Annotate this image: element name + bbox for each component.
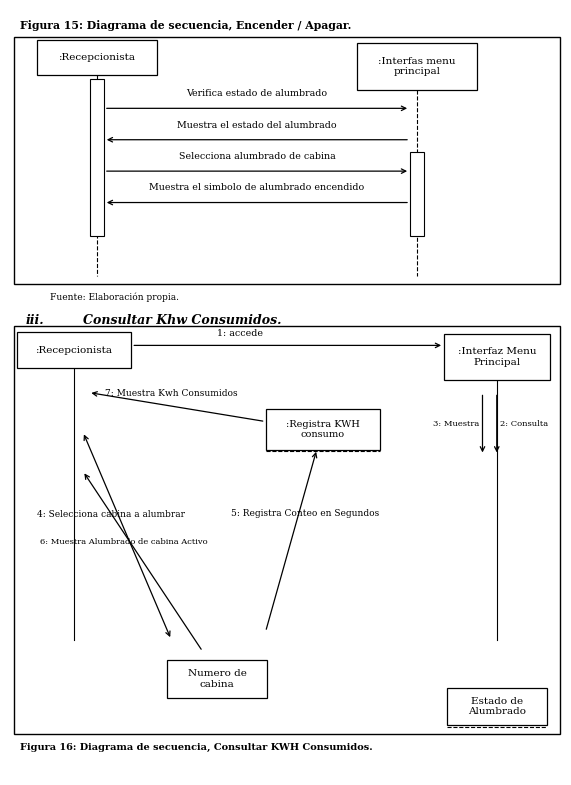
Text: :Recepcionista: :Recepcionista	[36, 345, 112, 355]
Bar	[37, 39, 157, 75]
Bar	[14, 326, 560, 734]
Text: 5: Registra Conteo en Segundos: 5: Registra Conteo en Segundos	[231, 509, 380, 518]
Text: :Registra KWH
consumo: :Registra KWH consumo	[286, 420, 360, 439]
Bar	[357, 43, 477, 90]
Text: Estado de
Alumbrado: Estado de Alumbrado	[468, 697, 526, 716]
Bar	[90, 78, 104, 236]
Text: Muestra el simbolo de alumbrado encendido: Muestra el simbolo de alumbrado encendid…	[150, 184, 364, 192]
Bar	[167, 660, 267, 698]
Bar	[14, 37, 560, 284]
Bar	[266, 409, 380, 450]
Text: Selecciona alumbrado de cabina: Selecciona alumbrado de cabina	[179, 152, 335, 161]
Text: iii.: iii.	[26, 314, 45, 327]
Text: Verifica estado de alumbrado: Verifica estado de alumbrado	[186, 89, 328, 98]
Text: 2: Consulta: 2: Consulta	[500, 420, 548, 428]
Text: Figura 15: Diagrama de secuencia, Encender / Apagar.: Figura 15: Diagrama de secuencia, Encend…	[20, 20, 351, 31]
Text: 7: Muestra Kwh Consumidos: 7: Muestra Kwh Consumidos	[105, 389, 238, 398]
Text: 1: accede: 1: accede	[217, 329, 263, 338]
Text: 3: Muestra: 3: Muestra	[433, 420, 480, 428]
Bar	[447, 688, 547, 725]
Text: :Recepcionista: :Recepcionista	[59, 53, 135, 62]
Text: Fuente: Elaboración propia.: Fuente: Elaboración propia.	[50, 293, 179, 302]
Text: Figura 16: Diagrama de secuencia, Consultar KWH Consumidos.: Figura 16: Diagrama de secuencia, Consul…	[20, 743, 373, 752]
Bar	[410, 152, 424, 236]
Bar	[444, 334, 549, 380]
Text: Muestra el estado del alumbrado: Muestra el estado del alumbrado	[177, 121, 337, 130]
Text: Numero de
cabina: Numero de cabina	[187, 670, 247, 688]
Text: 6: Muestra Alumbrado de cabina Activo: 6: Muestra Alumbrado de cabina Activo	[40, 538, 208, 546]
Text: :Interfas menu
principal: :Interfas menu principal	[378, 57, 456, 76]
Text: 4: Selecciona cabina a alumbrar: 4: Selecciona cabina a alumbrar	[37, 509, 186, 519]
Bar	[17, 332, 131, 368]
Text: Consultar Khw Consumidos.: Consultar Khw Consumidos.	[83, 314, 282, 327]
Text: :Interfaz Menu
Principal: :Interfaz Menu Principal	[457, 348, 536, 367]
